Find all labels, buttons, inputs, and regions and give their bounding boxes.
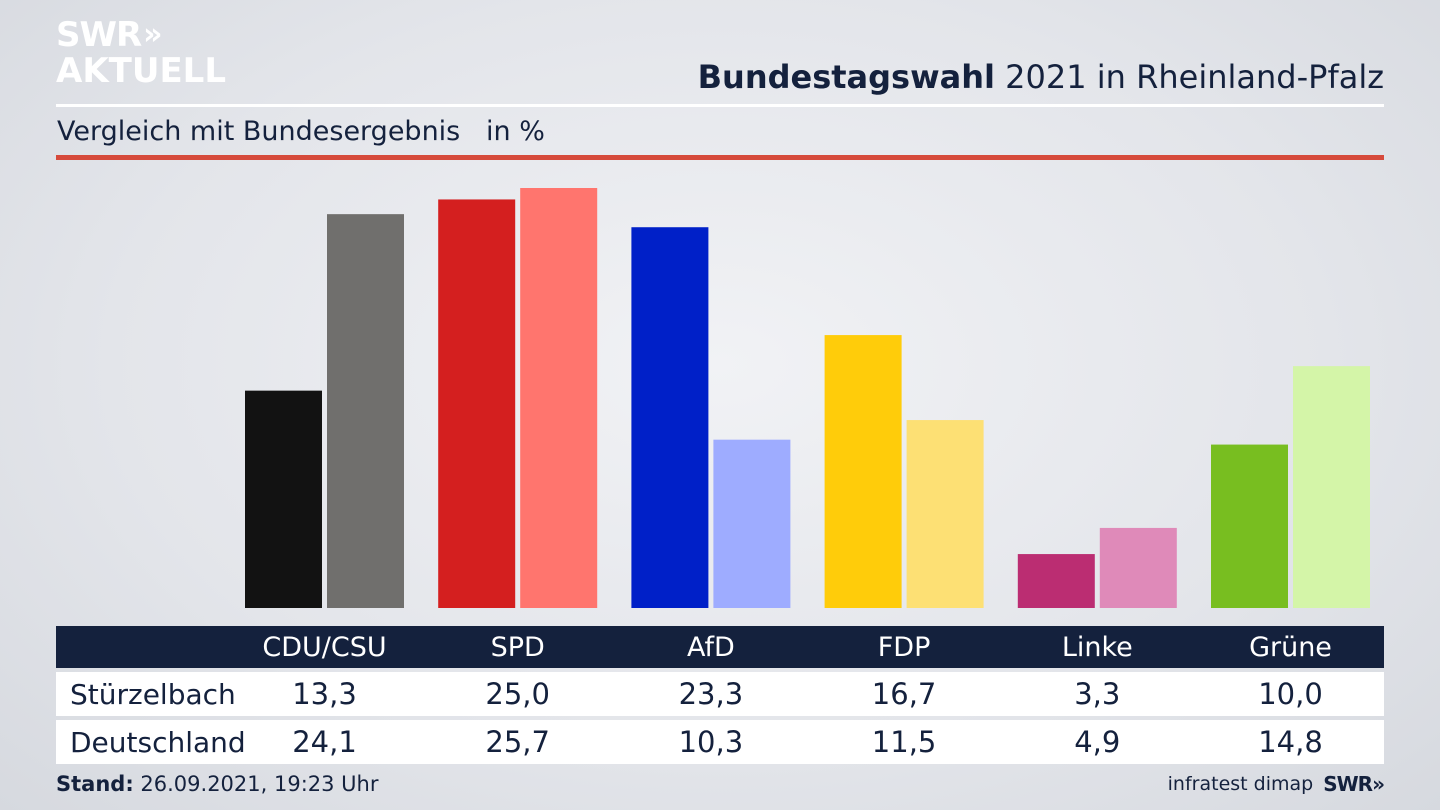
value-cell-gr-ne: 14,8: [1258, 725, 1323, 759]
header-divider: [56, 104, 1384, 107]
value-cell-linke: 3,3: [1074, 677, 1121, 711]
value-cell-cdu-csu: 13,3: [292, 677, 357, 711]
title-rest: 2021 in Rheinland-Pfalz: [995, 58, 1384, 96]
table-row: Deutschland 24,1 25,7 10,3 11,5 4,9 14,8: [56, 720, 1384, 764]
bar-cdu-csu-deutschland: [327, 214, 404, 608]
value-cell-gr-ne: 10,0: [1258, 677, 1323, 711]
chart-subtitle: Vergleich mit Bundesergebnis in %: [57, 116, 545, 147]
source-text: infratest dimap: [1167, 773, 1314, 795]
bar-spd-st-rzelbach: [438, 199, 516, 608]
table-header-row: CDU/CSU SPD AfD FDP Linke Grüne: [56, 626, 1384, 668]
column-header-cdu-csu: CDU/CSU: [262, 631, 387, 663]
column-header-linke: Linke: [1061, 631, 1133, 663]
timestamp: Stand: 26.09.2021, 19:23 Uhr: [56, 772, 379, 796]
value-cell-linke: 4,9: [1074, 725, 1121, 759]
page-title: Bundestagswahl 2021 in Rheinland-Pfalz: [698, 58, 1384, 96]
title-bold: Bundestagswahl: [697, 58, 995, 96]
value-cell-fdp: 11,5: [871, 725, 937, 759]
bar-fdp-st-rzelbach: [824, 335, 902, 608]
bar-cdu-csu-st-rzelbach: [245, 390, 322, 608]
table-row: Stürzelbach 13,3 25,0 23,3 16,7 3,3 10,0: [56, 672, 1384, 716]
value-cell-afd: 10,3: [678, 725, 744, 759]
bar-gr-ne-st-rzelbach: [1211, 444, 1288, 608]
value-cell-spd: 25,0: [485, 677, 550, 711]
stand-label: Stand:: [56, 772, 134, 796]
logo-swr-text: SWR: [56, 15, 142, 55]
stand-value: 26.09.2021, 19:23 Uhr: [133, 772, 379, 796]
bar-fdp-deutschland: [906, 420, 984, 608]
column-header-fdp: FDP: [877, 631, 931, 663]
value-cell-spd: 25,7: [485, 725, 550, 759]
value-cell-afd: 23,3: [678, 677, 744, 711]
bar-spd-deutschland: [520, 188, 598, 608]
row-label-sturzelbach: Stürzelbach: [70, 677, 236, 711]
logo-aktuell-text: AKTUELL: [56, 51, 227, 91]
source-credit: infratest dimap SWR»: [1167, 772, 1385, 796]
bar-linke-st-rzelbach: [1017, 554, 1095, 608]
row-label-deutschland: Deutschland: [70, 725, 246, 759]
bar-linke-deutschland: [1099, 527, 1177, 608]
column-header-gr-ne: Grüne: [1249, 631, 1332, 663]
results-table: CDU/CSU SPD AfD FDP Linke Grüne Stürzelbach 1…: [56, 626, 1384, 764]
bar-afd-deutschland: [713, 439, 791, 608]
column-header-afd: AfD: [686, 631, 735, 663]
swr-aktuell-logo: SWR» AKTUELL: [56, 18, 226, 88]
accent-divider: [56, 155, 1384, 160]
column-header-spd: SPD: [490, 631, 545, 663]
swr-footer-logo: SWR»: [1323, 772, 1385, 796]
value-cell-cdu-csu: 24,1: [292, 725, 357, 759]
bar-afd-st-rzelbach: [631, 227, 709, 608]
value-cell-fdp: 16,7: [871, 677, 937, 711]
bar-gr-ne-deutschland: [1293, 366, 1370, 608]
